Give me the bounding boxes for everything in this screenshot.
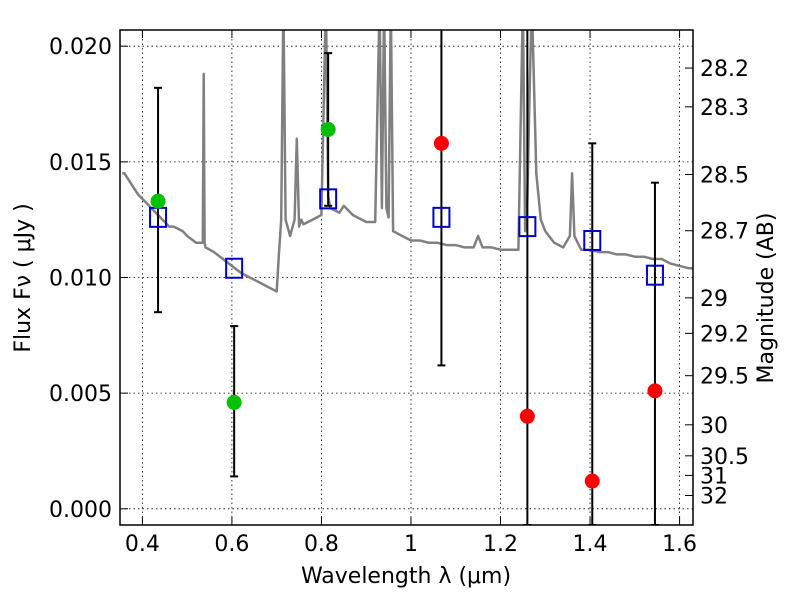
- y2-axis-title: Magnitude (AB): [754, 213, 779, 384]
- plot-area: [122, 30, 693, 525]
- upper-limit-point: [433, 135, 449, 151]
- model-photometry-square: [319, 188, 338, 210]
- model-photometry-square: [225, 257, 244, 279]
- x-tick-label: 1.4: [573, 532, 608, 557]
- y2-tick-label: 30.5: [700, 445, 749, 470]
- upper-limit-point: [519, 408, 535, 424]
- x-tick-label: 0.6: [214, 532, 249, 557]
- y2-tick-label: 28.5: [700, 163, 749, 188]
- observed-flux-point: [320, 121, 336, 137]
- y-tick-label: 0.020: [49, 35, 112, 60]
- y2-tick-label: 30: [700, 414, 728, 439]
- model-spectrum-line: [122, 30, 693, 293]
- upper-limit-point: [647, 383, 663, 399]
- grid: [120, 30, 693, 525]
- y-tick-label: 0.015: [49, 151, 112, 176]
- y-tick-label: 0.005: [49, 382, 112, 407]
- observed-flux-point: [150, 193, 166, 209]
- y2-tick-label: 29: [700, 287, 728, 312]
- y-axis-title: Flux Fν ( μJy ): [11, 203, 36, 352]
- x-tick-label: 1.6: [662, 532, 697, 557]
- x-axis-title: Wavelength λ (μm): [301, 564, 511, 589]
- model-photometry-square: [432, 206, 451, 228]
- model-photometry-square: [518, 216, 537, 238]
- y2-tick-label: 29.5: [700, 365, 749, 390]
- y2-tick-label: 31: [700, 464, 728, 489]
- y2-tick-label: 28.2: [700, 57, 749, 82]
- y-tick-label: 0.000: [49, 498, 112, 523]
- y2-tick-label: 28.7: [700, 220, 749, 245]
- y2-tick-label: 28.3: [700, 96, 749, 121]
- upper-limit-point: [584, 473, 600, 489]
- x-tick-label: 1: [404, 532, 418, 557]
- x-tick-label: 0.4: [125, 532, 160, 557]
- model-photometry-square: [645, 264, 664, 286]
- x-tick-label: 0.8: [304, 532, 339, 557]
- y-tick-label: 0.010: [49, 267, 112, 292]
- y2-tick-label: 29.2: [700, 322, 749, 347]
- model-photometry-square: [583, 229, 602, 251]
- x-tick-label: 1.2: [483, 532, 518, 557]
- observed-flux-point: [226, 394, 242, 410]
- axes-ticks: 0.4 0.6 0.8 1 1.2 1.4 1.6 0.000 0.005 0.010 0.015 0…: [49, 30, 749, 557]
- y2-tick-label: 32: [700, 484, 728, 509]
